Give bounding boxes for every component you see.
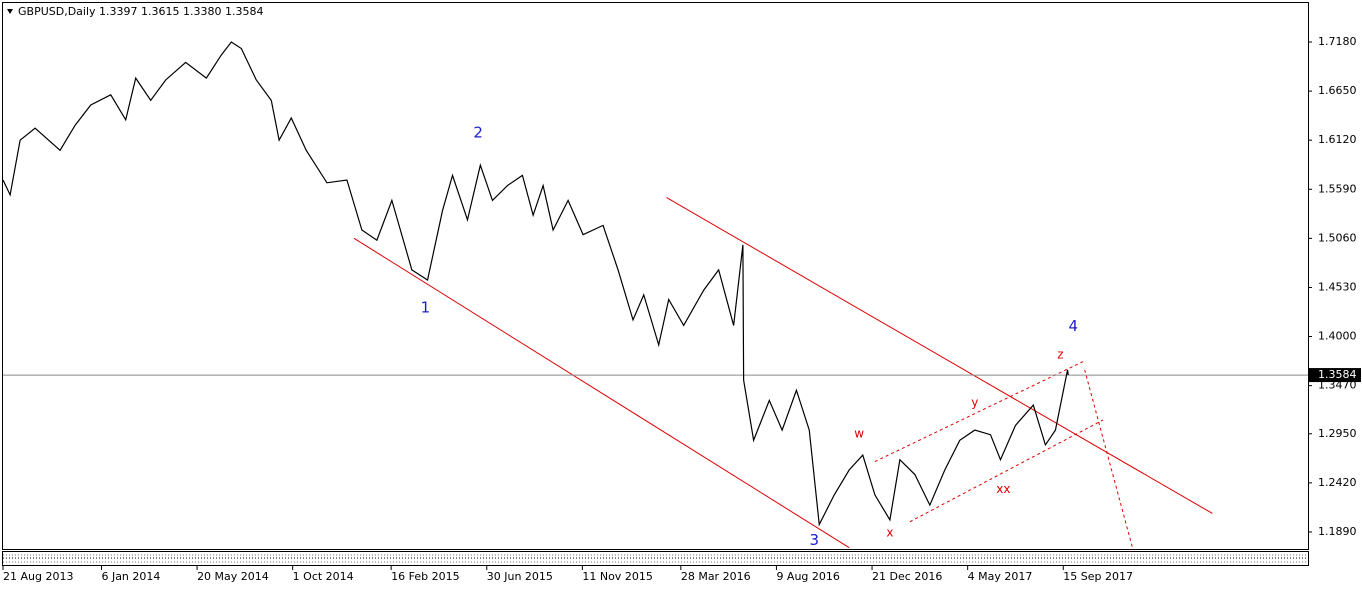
x-tick-label: 15 Sep 2017 (1063, 570, 1133, 583)
wave-label: 1 (421, 298, 431, 316)
wave-label: xx (996, 482, 1010, 496)
x-tick-label: 20 May 2014 (197, 570, 269, 583)
wave-label: w (854, 426, 864, 440)
trendline (909, 419, 1104, 523)
x-tick-label: 4 May 2017 (968, 570, 1033, 583)
x-tick-label: 30 Jun 2015 (487, 570, 553, 583)
x-tick-label: 21 Dec 2016 (872, 570, 942, 583)
y-tick-label: 1.5060 (1318, 231, 1357, 244)
wave-label: y (971, 396, 978, 410)
price-label: 1.3584 (1318, 368, 1357, 381)
trendline (874, 361, 1084, 463)
wave-label: 2 (473, 123, 483, 141)
y-tick-label: 1.6650 (1318, 84, 1357, 97)
y-tick-label: 1.2950 (1318, 427, 1357, 440)
trendline (353, 237, 850, 549)
x-tick-label: 21 Aug 2013 (3, 570, 73, 583)
y-tick-label: 1.4530 (1318, 280, 1357, 293)
wave-label: x (886, 525, 893, 539)
y-tick-label: 1.6120 (1318, 133, 1357, 146)
x-tick-label: 11 Nov 2015 (582, 570, 652, 583)
trendline (1084, 369, 1133, 548)
wave-label: z (1057, 348, 1063, 362)
x-tick-label: 16 Feb 2015 (391, 570, 459, 583)
trendline (666, 197, 1213, 514)
price-series (2, 41, 1069, 527)
main-pane (2, 2, 1309, 550)
wave-label: 4 (1068, 317, 1078, 335)
wave-label: 3 (809, 531, 819, 549)
chart-title: GBPUSD,Daily 1.3397 1.3615 1.3380 1.3584 (18, 5, 263, 18)
y-tick-label: 1.4000 (1318, 330, 1357, 343)
x-tick-label: 1 Oct 2014 (293, 570, 354, 583)
y-tick-label: 1.7180 (1318, 35, 1357, 48)
x-tick-label: 28 Mar 2016 (681, 570, 751, 583)
y-tick-label: 1.2420 (1318, 476, 1357, 489)
y-tick-label: 1.5590 (1318, 182, 1357, 195)
x-tick-label: 6 Jan 2014 (101, 570, 160, 583)
x-tick-label: 9 Aug 2016 (776, 570, 839, 583)
header-arrow (7, 9, 13, 14)
y-tick-label: 1.1890 (1318, 525, 1357, 538)
price-label-box (1309, 368, 1361, 383)
